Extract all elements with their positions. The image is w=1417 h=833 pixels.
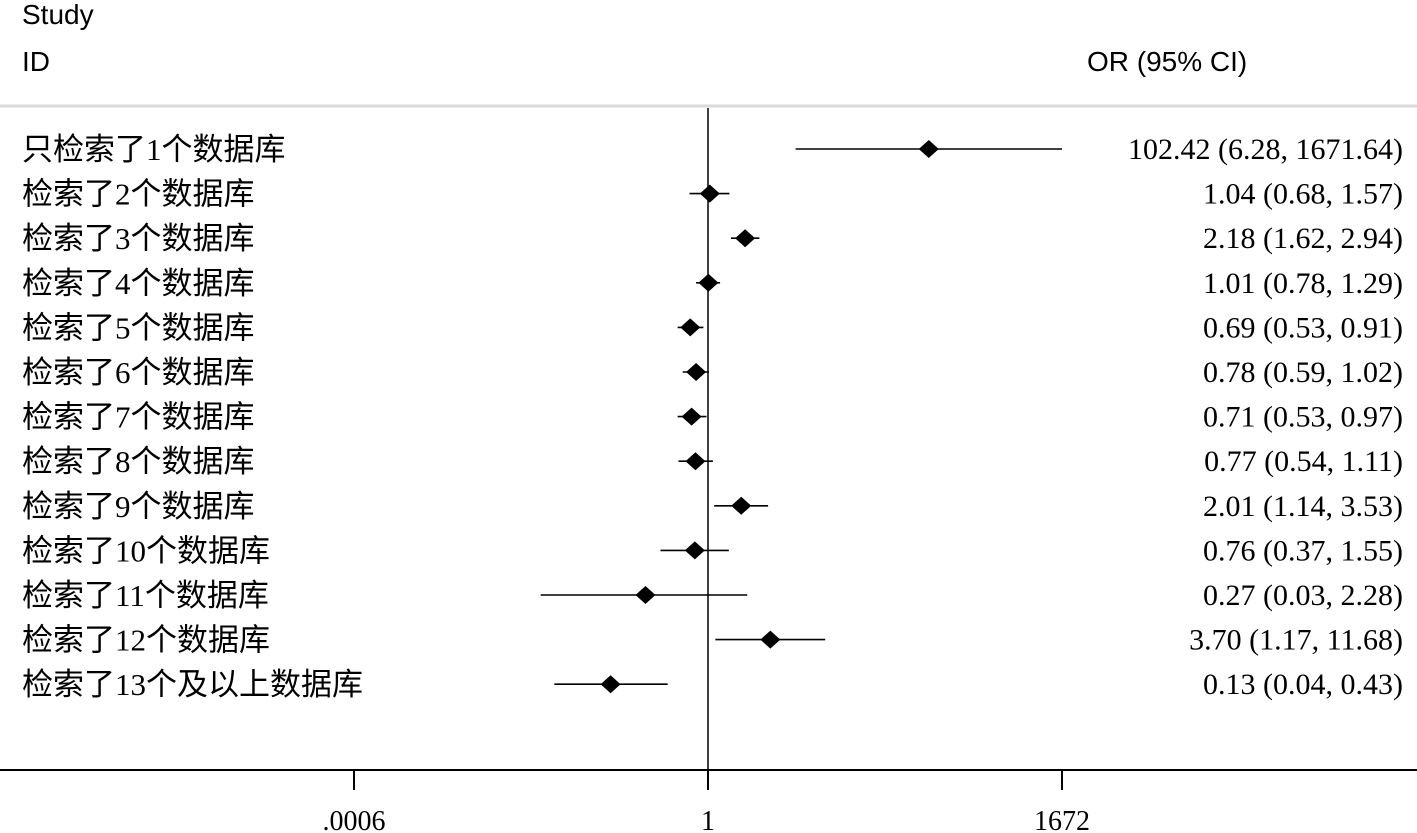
or-ci-value: 1.01 (0.78, 1.29) (1203, 267, 1403, 300)
x-axis-tick-label: 1672 (1034, 806, 1090, 833)
or-ci-value: 3.70 (1.17, 11.68) (1189, 624, 1403, 657)
point-estimate-marker (918, 140, 939, 158)
study-label: 检索了3个数据库 (22, 221, 255, 256)
point-estimate-marker (684, 541, 705, 560)
or-ci-value: 0.27 (0.03, 2.28) (1203, 579, 1403, 612)
or-ci-value: 0.13 (0.04, 0.43) (1203, 668, 1403, 701)
or-ci-value: 0.69 (0.53, 0.91) (1203, 311, 1403, 344)
study-label: 检索了6个数据库 (22, 355, 255, 390)
study-label: 检索了4个数据库 (22, 266, 255, 301)
point-estimate-marker (731, 496, 752, 515)
point-estimate-marker (686, 363, 707, 381)
point-estimate-marker (680, 318, 701, 337)
point-estimate-marker (760, 630, 781, 649)
study-label: 检索了13个及以上数据库 (22, 667, 363, 702)
or-ci-value: 0.78 (0.59, 1.02) (1203, 356, 1403, 389)
or-ci-value: 0.71 (0.53, 0.97) (1203, 401, 1403, 434)
study-label: 检索了12个数据库 (22, 623, 270, 658)
x-axis-ticks: .0006 1 1672 (323, 770, 1090, 833)
study-rows: 只检索了1个数据库 102.42 (6.28, 1671.64) 检索了2个数据库 1… (22, 132, 1403, 702)
point-estimate-marker (735, 229, 756, 248)
study-label: 检索了8个数据库 (22, 444, 255, 479)
header-id: ID (22, 46, 50, 77)
or-ci-value: 2.18 (1.62, 2.94) (1203, 222, 1403, 255)
study-label: 检索了9个数据库 (22, 489, 255, 524)
point-estimate-marker (685, 452, 706, 471)
study-label: 检索了7个数据库 (22, 400, 255, 435)
or-ci-value: 0.76 (0.37, 1.55) (1203, 534, 1403, 567)
study-label: 检索了5个数据库 (22, 310, 255, 345)
study-label: 检索了11个数据库 (22, 578, 269, 613)
or-ci-value: 0.77 (0.54, 1.11) (1204, 445, 1403, 478)
x-axis-tick-label: 1 (701, 806, 715, 833)
header-study: Study (22, 0, 94, 30)
point-estimate-marker (600, 675, 621, 694)
header-or-ci: OR (95% CI) (1087, 46, 1247, 77)
or-ci-value: 102.42 (6.28, 1671.64) (1128, 133, 1403, 166)
point-estimate-marker (699, 184, 720, 203)
x-axis-tick-label: .0006 (323, 806, 386, 833)
point-estimate-marker (698, 273, 719, 292)
point-estimate-marker (681, 407, 702, 426)
or-ci-value: 1.04 (0.68, 1.57) (1203, 178, 1403, 211)
point-estimate-marker (635, 586, 656, 604)
or-ci-value: 2.01 (1.14, 3.53) (1203, 490, 1403, 523)
study-label: 检索了10个数据库 (22, 533, 270, 568)
study-label: 检索了2个数据库 (22, 177, 255, 212)
study-label: 只检索了1个数据库 (22, 132, 286, 167)
